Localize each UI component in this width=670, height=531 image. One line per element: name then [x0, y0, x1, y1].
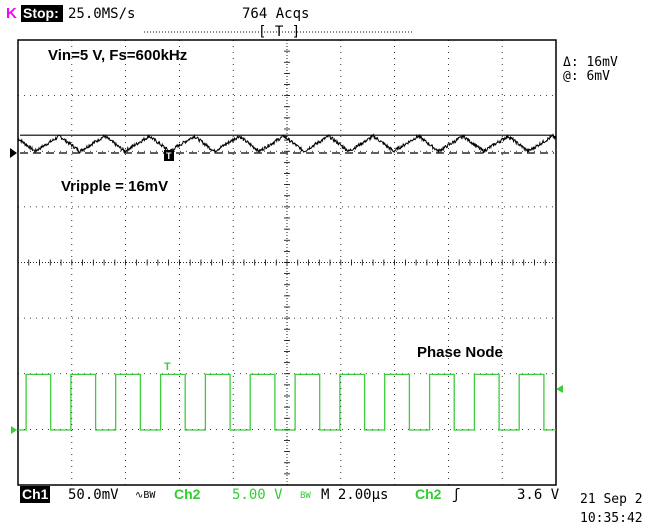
timebase-readout: M 2.00µs	[321, 487, 388, 503]
annotation-vin-fs: Vin=5 V, Fs=600kHz	[48, 47, 187, 64]
ch1-label: Ch1	[22, 486, 49, 502]
trigger-level-marker	[556, 385, 563, 393]
trigger-indicator: K	[6, 5, 17, 22]
trigger-position-letter: T	[166, 151, 172, 161]
ch1-ground-marker	[10, 148, 17, 158]
ch2-label: Ch2	[174, 486, 201, 502]
ch2-trigger-tick: T	[164, 361, 171, 373]
trigger-window-marker: [ T ]	[258, 24, 300, 40]
cursor-at-readout: @: 6mV	[563, 69, 610, 84]
ch2-ground-marker	[11, 426, 17, 434]
acquisition-count: 764 Acqs	[242, 6, 309, 22]
ch1-scale-readout: 50.0mV	[68, 487, 119, 503]
ch2-phase-node-trace	[18, 373, 556, 431]
trigger-level-readout: 3.6 V	[517, 487, 560, 503]
annotation-phase-node: Phase Node	[417, 344, 503, 361]
cursor-delta-readout: Δ: 16mV	[563, 55, 618, 70]
annotation-vripple: Vripple = 16mV	[61, 178, 168, 195]
date-readout: 21 Sep 2	[580, 492, 643, 507]
ch2-bandwidth-icon: BW	[300, 491, 311, 501]
trigger-slope-icon: ʃ	[452, 487, 460, 503]
graticule-grid	[17, 39, 557, 486]
run-state-background	[21, 5, 63, 22]
trigger-position-marker	[164, 150, 174, 161]
run-state-label: Stop:	[23, 5, 59, 21]
trigger-source-label: Ch2	[415, 486, 442, 502]
sample-rate-readout: 25.0MS/s	[68, 6, 135, 22]
ch1-bandwidth-icon: ∿BW	[135, 490, 156, 501]
ch1-label-background	[20, 486, 50, 503]
ch1-ripple-trace	[17, 133, 557, 155]
ch2-scale-readout: 5.00 V	[232, 487, 283, 503]
time-readout: 10:35:42	[580, 511, 643, 526]
